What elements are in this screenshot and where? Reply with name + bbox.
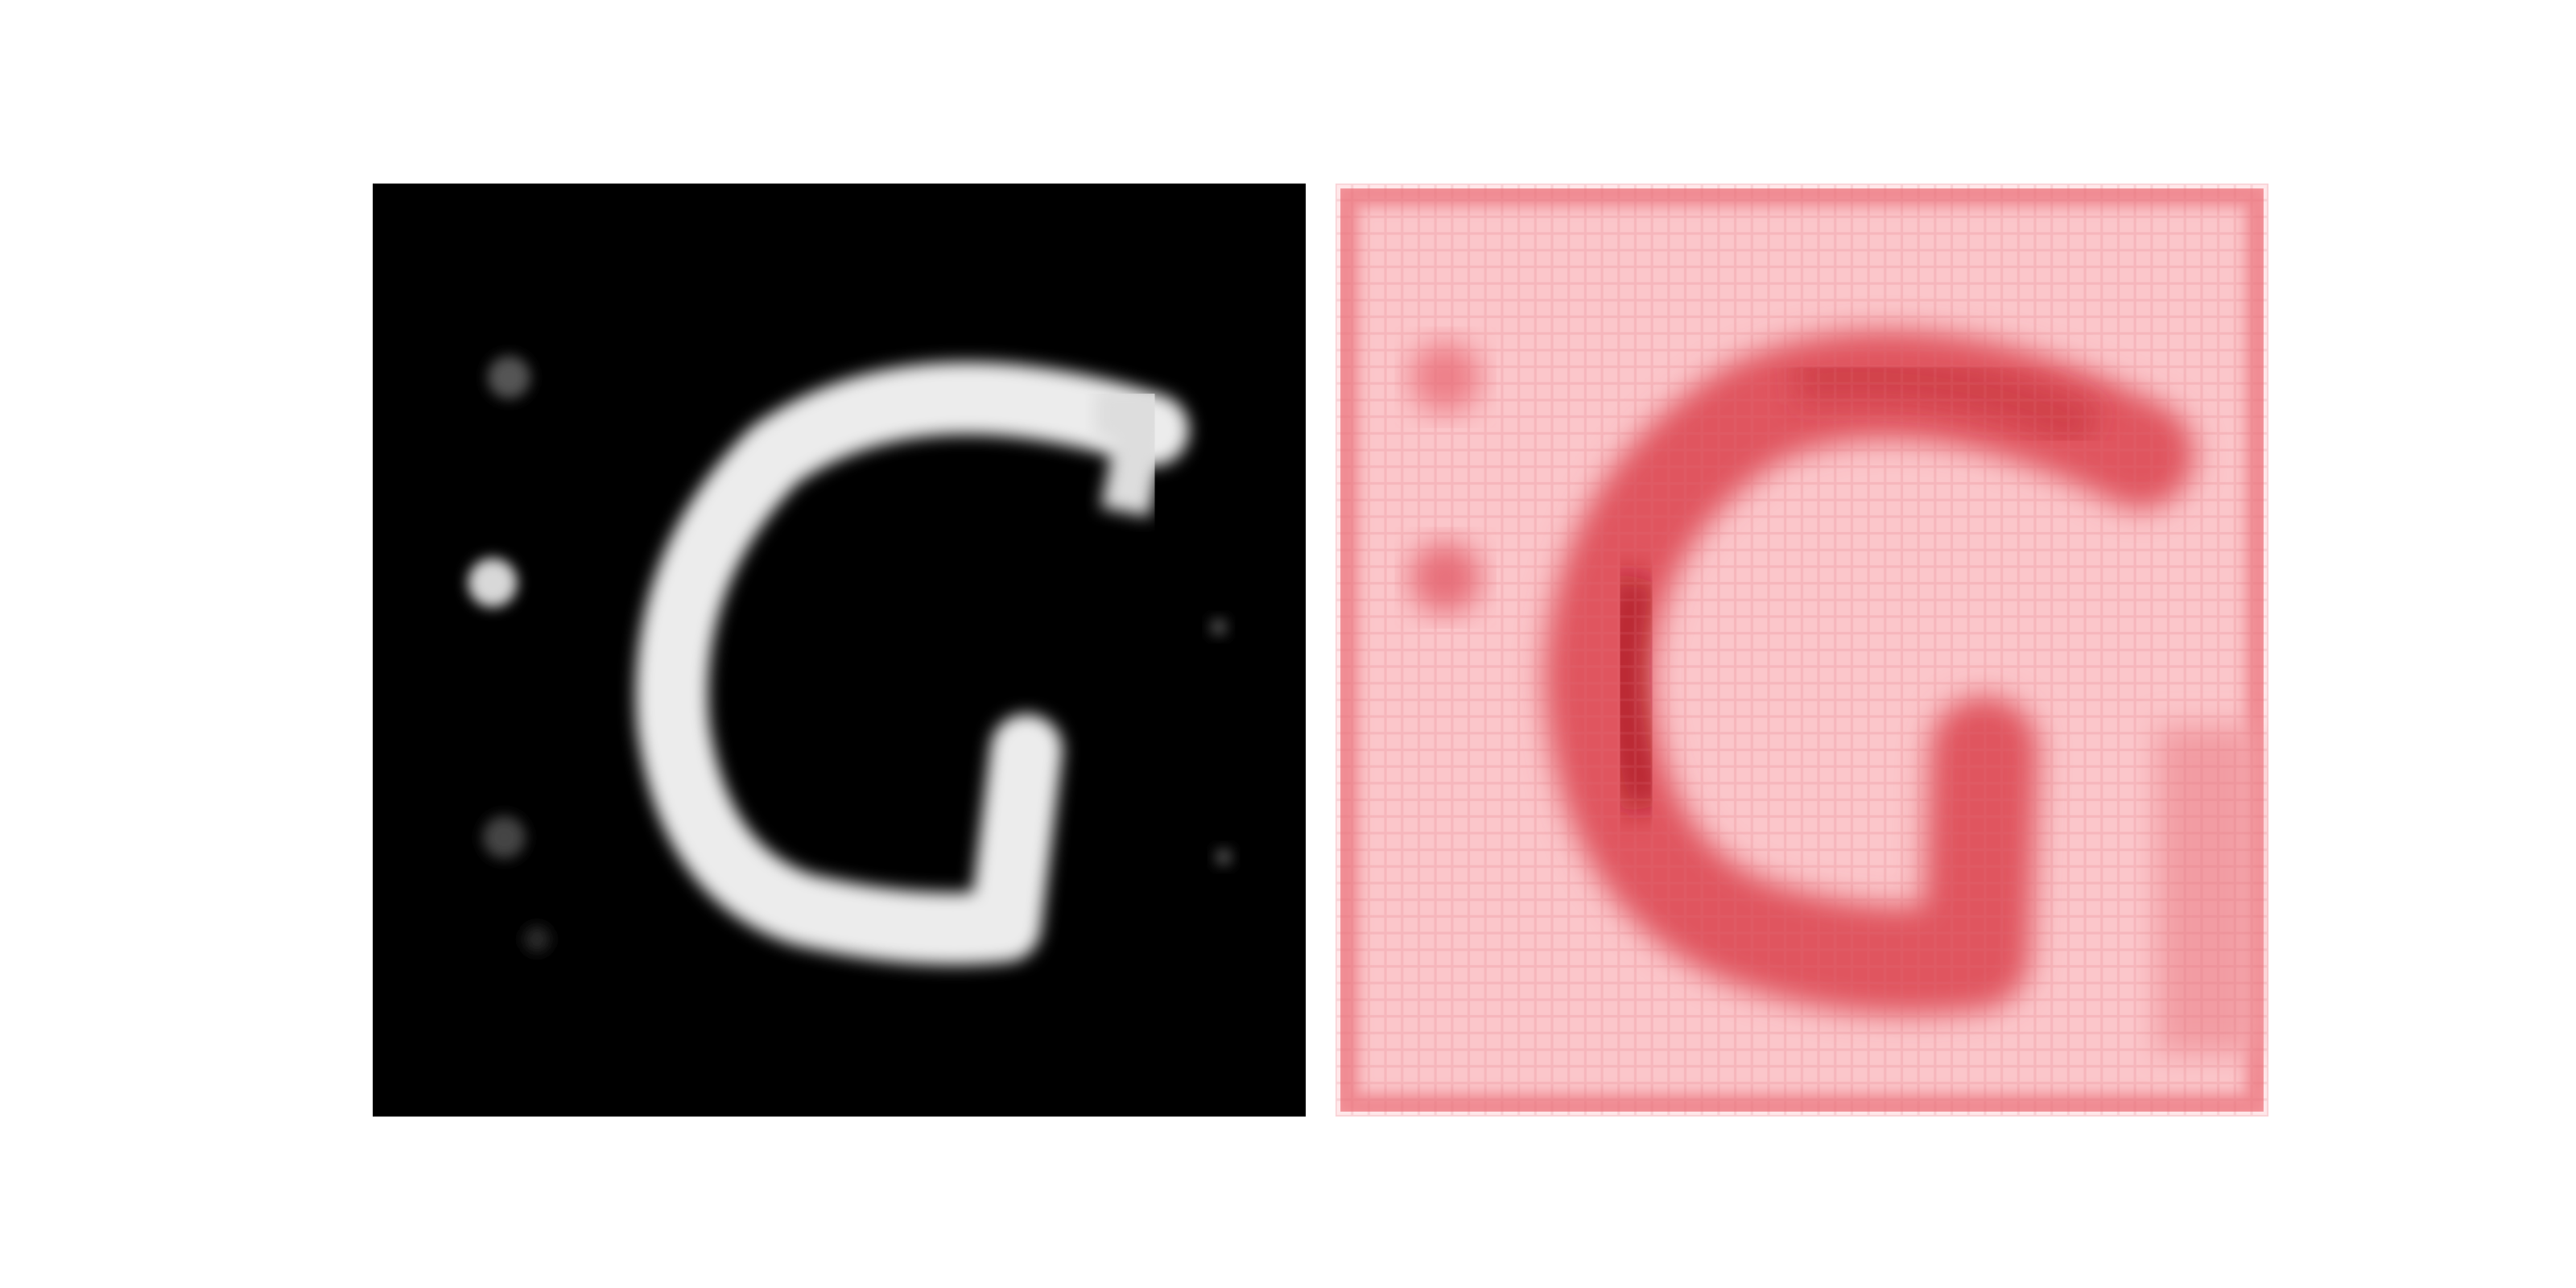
- pixel-grid: [1335, 184, 2268, 1117]
- heatmap-image: [1335, 184, 2268, 1117]
- dot: [1215, 848, 1232, 865]
- dot: [523, 926, 551, 952]
- grayscale-image: [373, 184, 1306, 1117]
- letter-serif: [1095, 389, 1175, 518]
- dot: [482, 815, 526, 859]
- letter-stroke: [635, 361, 1190, 965]
- dot: [468, 558, 518, 608]
- image-background: [373, 184, 1306, 1117]
- dot: [487, 356, 530, 399]
- dot: [1210, 618, 1228, 636]
